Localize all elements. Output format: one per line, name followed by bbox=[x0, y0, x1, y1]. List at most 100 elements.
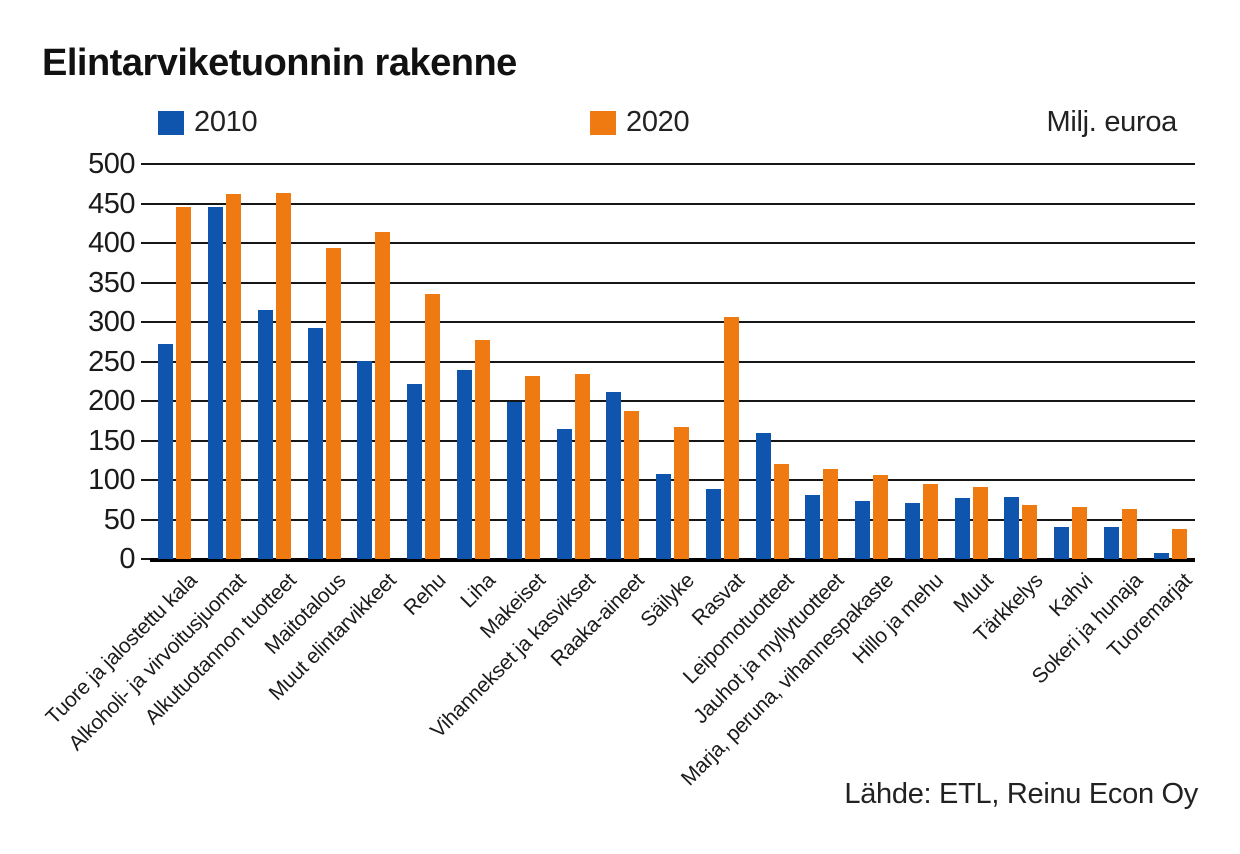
bar-2010-14 bbox=[805, 495, 821, 559]
x-axis-label: Säilyke bbox=[636, 569, 699, 632]
bar-2020-11 bbox=[674, 427, 690, 559]
bar-group-2 bbox=[200, 164, 250, 559]
gridline-350 bbox=[150, 281, 1195, 284]
legend-item-2010: 2010 bbox=[158, 106, 258, 139]
y-axis-label: 150 bbox=[88, 424, 135, 457]
y-axis-label: 0 bbox=[119, 543, 135, 575]
y-tick-350 bbox=[141, 281, 150, 284]
bar-group-15 bbox=[847, 164, 897, 559]
bar-2010-18 bbox=[1004, 497, 1020, 559]
bar-group-11 bbox=[648, 164, 698, 559]
bar-2010-8 bbox=[506, 402, 522, 559]
gridline-100 bbox=[150, 479, 1195, 481]
bar-2010-16 bbox=[904, 503, 920, 559]
bar-2010-15 bbox=[855, 501, 871, 559]
bar-2010-17 bbox=[954, 498, 970, 559]
bar-2020-16 bbox=[922, 484, 938, 559]
bar-2010-21 bbox=[1153, 553, 1169, 559]
y-axis-label: 450 bbox=[88, 187, 135, 220]
gridline-250 bbox=[150, 360, 1195, 363]
bar-2010-19 bbox=[1054, 527, 1070, 559]
bar-group-17 bbox=[946, 164, 996, 559]
bar-group-14 bbox=[797, 164, 847, 559]
bar-2010-20 bbox=[1103, 527, 1119, 559]
bar-2020-9 bbox=[574, 374, 590, 559]
y-tick-100 bbox=[141, 479, 150, 481]
bar-2010-7 bbox=[456, 370, 472, 559]
y-tick-0 bbox=[141, 558, 150, 560]
bar-2020-8 bbox=[524, 376, 540, 559]
bar-group-9 bbox=[548, 164, 598, 559]
bar-2020-5 bbox=[375, 232, 391, 559]
legend-label-2020: 2020 bbox=[626, 106, 690, 138]
bar-2020-13 bbox=[773, 464, 789, 559]
gridline-450 bbox=[150, 202, 1195, 205]
y-axis-label: 200 bbox=[88, 385, 135, 417]
bar-2020-17 bbox=[972, 487, 988, 559]
bar-group-16 bbox=[896, 164, 946, 559]
y-axis-label: 500 bbox=[88, 148, 135, 180]
gridline-200 bbox=[150, 400, 1195, 402]
bar-group-3 bbox=[250, 164, 300, 559]
bar-group-6 bbox=[399, 164, 449, 559]
y-axis-label: 300 bbox=[88, 306, 135, 338]
source-text: Lähde: ETL, Reinu Econ Oy bbox=[844, 778, 1198, 810]
y-tick-50 bbox=[141, 518, 150, 521]
bar-2020-12 bbox=[723, 317, 739, 559]
bar-2020-18 bbox=[1022, 505, 1038, 559]
bar-group-20 bbox=[1096, 164, 1146, 559]
y-axis-label: 100 bbox=[88, 464, 135, 496]
bar-2010-9 bbox=[556, 429, 572, 559]
bar-group-8 bbox=[498, 164, 548, 559]
y-tick-300 bbox=[141, 321, 150, 323]
legend-label-2010: 2010 bbox=[194, 106, 258, 138]
gridline-500 bbox=[150, 163, 1195, 165]
bar-2020-15 bbox=[873, 475, 889, 559]
bar-2020-1 bbox=[176, 207, 192, 559]
bar-group-10 bbox=[598, 164, 648, 559]
bar-2020-7 bbox=[474, 340, 490, 559]
y-axis-label: 350 bbox=[88, 266, 135, 299]
bars-layer bbox=[150, 164, 1195, 559]
bar-2010-4 bbox=[307, 328, 323, 559]
bar-2020-3 bbox=[275, 193, 291, 559]
bar-2020-2 bbox=[226, 194, 242, 559]
bar-2020-14 bbox=[823, 469, 839, 559]
y-axis-label: 400 bbox=[88, 227, 135, 259]
y-tick-500 bbox=[141, 163, 150, 165]
legend-swatch-2020 bbox=[590, 110, 616, 135]
bar-group-7 bbox=[449, 164, 499, 559]
legend-swatch-2010 bbox=[158, 110, 184, 135]
x-axis-label: Liha bbox=[456, 569, 500, 613]
bar-group-1 bbox=[150, 164, 200, 559]
bar-2020-20 bbox=[1121, 509, 1137, 559]
bar-group-19 bbox=[1046, 164, 1096, 559]
bar-2020-10 bbox=[624, 411, 640, 559]
y-tick-250 bbox=[141, 360, 150, 363]
bar-2010-2 bbox=[208, 207, 224, 559]
bar-group-5 bbox=[349, 164, 399, 559]
bar-group-12 bbox=[697, 164, 747, 559]
y-tick-150 bbox=[141, 439, 150, 442]
bar-2020-21 bbox=[1171, 529, 1187, 559]
bar-group-4 bbox=[299, 164, 349, 559]
unit-label: Milj. euroa bbox=[1046, 106, 1178, 138]
gridline-400 bbox=[150, 242, 1195, 244]
bar-2010-5 bbox=[357, 361, 373, 559]
bar-2010-6 bbox=[407, 384, 423, 559]
y-tick-200 bbox=[141, 400, 150, 402]
bar-2010-13 bbox=[755, 433, 771, 559]
bar-2010-3 bbox=[257, 310, 273, 559]
bar-2020-6 bbox=[425, 294, 441, 559]
bar-2020-19 bbox=[1072, 507, 1088, 559]
y-tick-400 bbox=[141, 242, 150, 244]
bar-2010-11 bbox=[656, 474, 672, 559]
bar-2010-10 bbox=[606, 392, 622, 559]
x-axis-baseline bbox=[150, 558, 1195, 562]
gridline-300 bbox=[150, 321, 1195, 323]
chart-title: Elintarviketuonnin rakenne bbox=[42, 42, 517, 84]
bar-2020-4 bbox=[325, 248, 341, 559]
y-tick-450 bbox=[141, 202, 150, 205]
